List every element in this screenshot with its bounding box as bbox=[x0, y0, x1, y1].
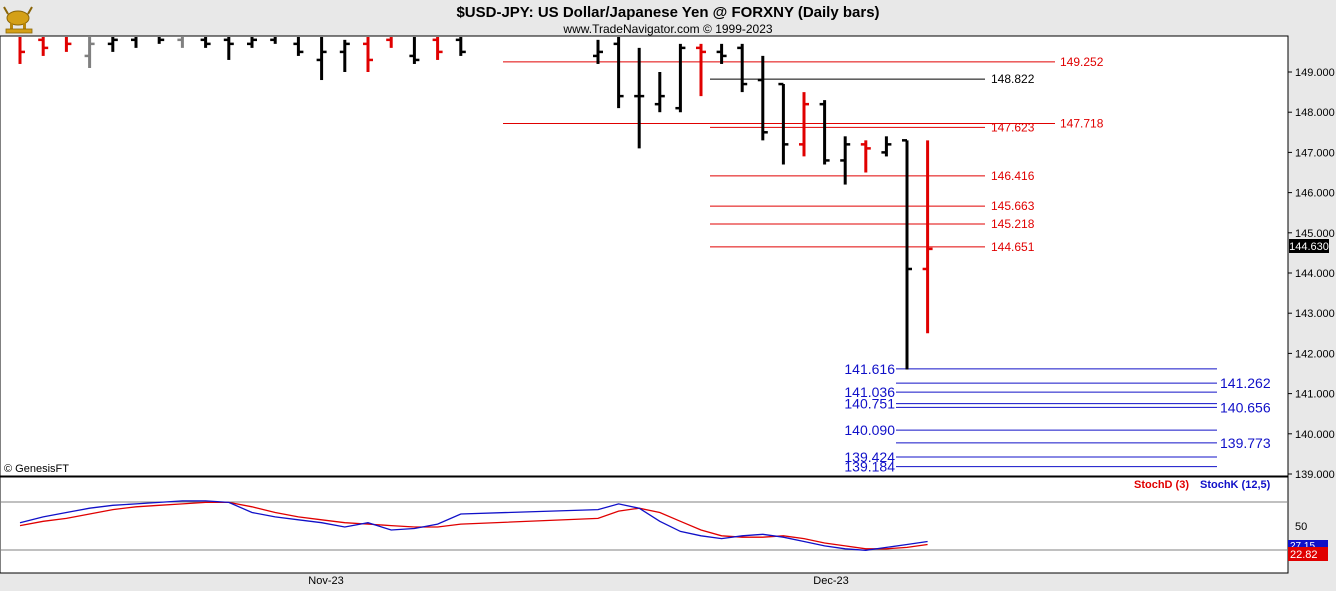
fib-level-label: 147.718 bbox=[1060, 117, 1104, 131]
ohlc-bar bbox=[696, 43, 706, 97]
legend-stoch-d: StochD (3) bbox=[1134, 479, 1189, 491]
copyright-label: © GenesisFT bbox=[4, 463, 69, 475]
x-label-nov: Nov-23 bbox=[308, 575, 343, 587]
fib-target-label: 139.184 bbox=[844, 459, 895, 475]
price-tick-label: 143.000 bbox=[1295, 308, 1335, 320]
ohlc-bar bbox=[363, 37, 373, 72]
ohlc-bar bbox=[64, 37, 72, 52]
ohlc-bar bbox=[593, 39, 603, 64]
last-price-label: 144.630 bbox=[1289, 241, 1329, 253]
fib-level-label: 145.663 bbox=[991, 199, 1035, 213]
chart-title: $USD-JPY: US Dollar/Japanese Yen @ FORXN… bbox=[456, 4, 879, 21]
ohlc-bar bbox=[270, 37, 277, 44]
fib-level-label: 149.252 bbox=[1060, 55, 1104, 69]
stoch-d-badge-label: 22.82 bbox=[1290, 549, 1318, 561]
ohlc-bar bbox=[339, 39, 350, 72]
ohlc-bar bbox=[799, 92, 809, 157]
ohlc-bar bbox=[840, 136, 851, 185]
x-label-dec: Dec-23 bbox=[813, 575, 848, 587]
fib-target-label: 140.656 bbox=[1220, 399, 1271, 415]
fib-target-label: 139.773 bbox=[1220, 435, 1271, 451]
price-axis: 149.000 148.000 147.000 146.000 145.000 144.0… bbox=[1288, 67, 1335, 481]
price-bars bbox=[18, 37, 933, 370]
legend-stoch-k: StochK (12,5) bbox=[1200, 479, 1271, 491]
stoch-tick-50: 50 bbox=[1295, 521, 1307, 533]
ohlc-bar bbox=[675, 43, 686, 113]
stoch-k-badge bbox=[1288, 540, 1328, 550]
fib-level-label: 146.416 bbox=[991, 169, 1035, 183]
ohlc-bar bbox=[902, 139, 912, 370]
stoch-d-line bbox=[19, 501, 928, 550]
ohlc-bar bbox=[455, 37, 466, 56]
price-tick-label: 144.000 bbox=[1295, 268, 1335, 280]
price-tick-label: 147.000 bbox=[1295, 147, 1335, 159]
gold-bull-logo-icon bbox=[3, 6, 33, 34]
resistance-level-label: 148.822 bbox=[991, 72, 1035, 86]
ohlc-bar bbox=[819, 100, 830, 165]
price-tick-label: 149.000 bbox=[1295, 67, 1335, 79]
ohlc-bar bbox=[223, 37, 234, 60]
fib-target-label: 141.616 bbox=[844, 361, 895, 377]
ohlc-bar bbox=[737, 43, 748, 93]
ohlc-bar bbox=[177, 37, 184, 48]
price-panel bbox=[0, 35, 1289, 477]
fib-target-label: 139.424 bbox=[844, 449, 895, 465]
fib-target-label: 140.751 bbox=[844, 396, 895, 412]
ohlc-bar bbox=[131, 37, 138, 48]
ohlc-bar bbox=[778, 82, 789, 165]
ohlc-bar bbox=[84, 37, 95, 68]
price-tick-label: 139.000 bbox=[1295, 469, 1335, 481]
ohlc-bar bbox=[247, 37, 257, 48]
price-tick-label: 140.000 bbox=[1295, 429, 1335, 441]
stoch-panel bbox=[0, 476, 1289, 574]
chart-subtitle: www.TradeNavigator.com © 1999-2023 bbox=[562, 22, 772, 36]
price-tick-label: 146.000 bbox=[1295, 188, 1335, 200]
ohlc-bar bbox=[107, 37, 118, 52]
ohlc-bar bbox=[432, 37, 443, 60]
ohlc-bar bbox=[293, 37, 304, 56]
fib-target-label: 141.036 bbox=[844, 384, 895, 400]
ohlc-bar bbox=[409, 37, 420, 64]
fib-level-label: 144.651 bbox=[991, 240, 1035, 254]
ohlc-bar bbox=[38, 37, 49, 56]
ohlc-bar bbox=[922, 140, 933, 334]
stoch-k-badge-label: 27.15 bbox=[1290, 541, 1315, 552]
ohlc-bar bbox=[316, 37, 327, 81]
price-tick-label: 142.000 bbox=[1295, 348, 1335, 360]
fib-levels: 149.252 147.718 148.822 147.623 146.416 145.6… bbox=[503, 55, 1271, 475]
stochastic-lines bbox=[0, 500, 1288, 551]
ohlc-bar bbox=[716, 43, 727, 64]
last-price-badge: 144.630 bbox=[1289, 239, 1329, 253]
ohlc-bar bbox=[634, 47, 645, 149]
ohlc-bar bbox=[157, 37, 165, 44]
price-tick-label: 148.000 bbox=[1295, 107, 1335, 119]
price-tick-label: 145.000 bbox=[1295, 228, 1335, 240]
ohlc-bar bbox=[386, 37, 393, 48]
fib-level-label: 145.218 bbox=[991, 217, 1035, 231]
ohlc-bar bbox=[200, 37, 211, 48]
fib-target-label: 140.090 bbox=[844, 422, 895, 438]
ohlc-bar bbox=[18, 37, 25, 64]
ohlc-bar bbox=[654, 72, 665, 113]
fib-level-label: 147.623 bbox=[991, 120, 1035, 134]
ohlc-bar bbox=[860, 140, 871, 173]
stoch-k-line bbox=[19, 500, 928, 551]
ohlc-bar bbox=[881, 136, 892, 157]
fib-target-label: 141.262 bbox=[1220, 375, 1271, 391]
price-tick-label: 141.000 bbox=[1295, 389, 1335, 401]
stoch-d-badge bbox=[1288, 547, 1328, 561]
ohlc-bar bbox=[613, 37, 624, 109]
ohlc-bar bbox=[757, 55, 768, 141]
